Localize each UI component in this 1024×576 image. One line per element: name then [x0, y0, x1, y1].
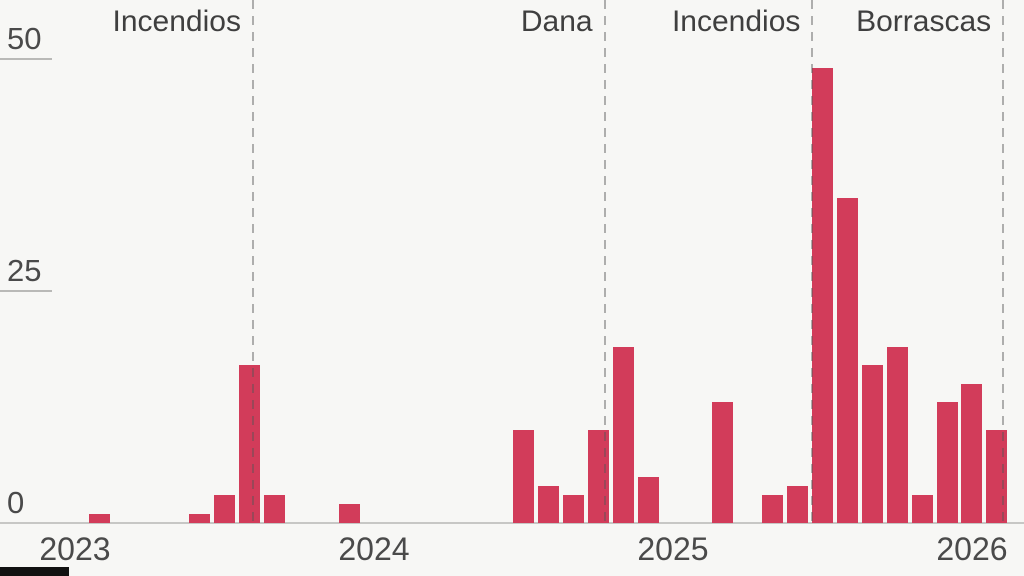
- bar-2025-08: [836, 198, 858, 523]
- bar-2025-03: [712, 402, 734, 523]
- bottom-left-marker: [0, 567, 69, 576]
- annotation-label-borrascas-3: Borrascas: [856, 5, 992, 38]
- y-axis-tick-label: 50: [7, 21, 42, 56]
- bar-2025-06: [787, 485, 809, 523]
- bar-2025-10: [886, 346, 908, 523]
- bar-2025-09: [861, 365, 883, 523]
- bar-2024-09: [562, 495, 584, 523]
- bar-2023-09: [263, 495, 285, 523]
- bar-2025-05: [762, 495, 784, 523]
- y-gridline-tick: [0, 58, 52, 60]
- annotation-line-incendios-0: [251, 0, 254, 523]
- bar-2024-11: [612, 346, 634, 523]
- bar-2023-02: [89, 513, 111, 523]
- bar-2024-10: [587, 430, 609, 523]
- x-axis-year-label-2023: 2023: [39, 531, 111, 567]
- annotation-label-dana-1: Dana: [520, 5, 593, 38]
- y-gridline-tick: [0, 290, 52, 292]
- annotation-line-incendios-2: [811, 0, 814, 523]
- annotation-label-incendios-2: Incendios: [671, 5, 801, 38]
- bar-2026-02: [986, 430, 1008, 523]
- annotation-line-borrascas-3: [1002, 0, 1005, 523]
- y-axis-tick-label: 0: [7, 485, 25, 520]
- bar-2023-07: [213, 495, 235, 523]
- bar-2025-11: [911, 495, 933, 523]
- annotation-line-dana-1: [603, 0, 606, 523]
- y-axis-tick-label: 25: [7, 253, 42, 288]
- bar-2026-01: [961, 383, 983, 523]
- bar-2023-08: [238, 365, 260, 523]
- x-axis-year-label-2026: 2026: [936, 531, 1008, 567]
- bar-2024-07: [512, 430, 534, 523]
- bar-2023-12: [338, 504, 360, 523]
- x-axis-year-label-2024: 2024: [338, 531, 410, 567]
- bar-2025-07: [811, 68, 833, 523]
- bar-2024-12: [637, 476, 659, 523]
- bar-2025-12: [936, 402, 958, 523]
- bar-2023-06: [189, 513, 211, 523]
- annotation-label-incendios-0: Incendios: [112, 5, 241, 38]
- bar-2024-08: [537, 485, 559, 523]
- x-axis-baseline: [0, 522, 1024, 524]
- x-axis-year-label-2025: 2025: [637, 531, 709, 567]
